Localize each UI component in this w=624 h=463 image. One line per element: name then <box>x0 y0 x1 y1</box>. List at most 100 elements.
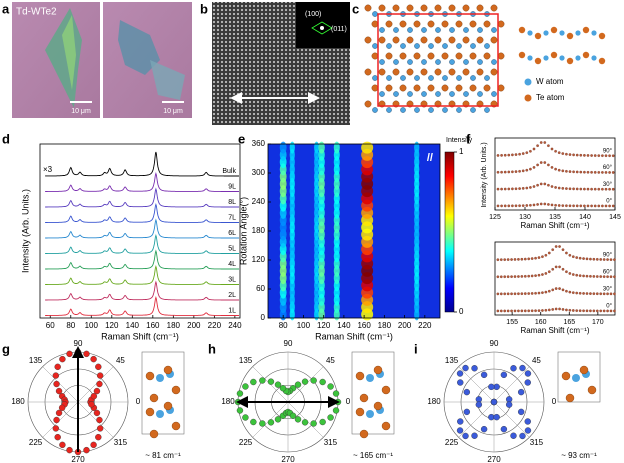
polar-point <box>457 418 464 425</box>
data-point <box>599 309 603 313</box>
polar-point <box>519 432 526 440</box>
polar-point <box>259 420 266 427</box>
data-point <box>496 258 500 262</box>
w-atom <box>575 30 581 36</box>
heatmap-bg <box>268 144 440 318</box>
data-point <box>568 308 572 312</box>
data-point <box>613 309 616 313</box>
w-atom <box>379 59 385 65</box>
data-point <box>558 307 561 311</box>
w-atom <box>456 107 462 113</box>
x-tick-label: 140 <box>337 321 351 330</box>
crystal-structure <box>364 4 606 113</box>
polar-point <box>517 388 525 396</box>
te-atom <box>441 20 449 28</box>
data-point <box>613 275 616 279</box>
polar-point <box>510 432 517 439</box>
data-point <box>507 187 511 191</box>
te-atom <box>476 68 484 76</box>
polar-tick-label: 90 <box>74 339 83 348</box>
y-tick-label: 300 <box>252 168 266 177</box>
data-point <box>496 154 500 157</box>
polar-point <box>83 350 90 358</box>
intensity-blob <box>279 141 287 154</box>
polar-tick-label: 180 <box>427 397 441 406</box>
data-point <box>500 154 503 157</box>
data-point <box>575 309 579 312</box>
polar-point <box>500 425 508 433</box>
panel-label: d <box>2 131 10 146</box>
data-point <box>602 258 606 261</box>
w-atom <box>156 410 164 418</box>
data-point <box>514 204 518 208</box>
te-atom <box>364 68 372 76</box>
te-atom <box>359 393 369 403</box>
data-point <box>561 187 565 190</box>
spectrum <box>45 280 239 301</box>
te-atom <box>385 20 393 28</box>
intensity-blob <box>414 141 420 154</box>
data-point <box>547 183 550 187</box>
y-tick-label: 60 <box>256 284 265 293</box>
data-point <box>537 309 541 312</box>
data-point <box>547 289 551 293</box>
w-atom <box>366 374 374 382</box>
icon-frame <box>351 351 395 435</box>
data-point <box>518 204 521 208</box>
te-atom <box>497 52 505 60</box>
te-atom <box>534 57 542 65</box>
x-tick-label: 120 <box>317 321 331 330</box>
data-point <box>565 204 568 208</box>
w-atom <box>491 27 497 33</box>
data-point <box>551 288 555 292</box>
te-atom <box>371 20 379 28</box>
polar-point <box>96 380 103 388</box>
data-point <box>534 274 537 277</box>
w-atom <box>484 75 490 81</box>
x-tick-label: 100 <box>85 321 99 330</box>
w-atom <box>379 27 385 33</box>
data-point <box>503 204 507 208</box>
w-atom <box>463 27 469 33</box>
polar-point <box>66 446 73 454</box>
data-point <box>590 154 593 157</box>
data-point <box>565 152 568 156</box>
layer-label: 7L <box>228 214 236 221</box>
data-point <box>550 166 554 169</box>
polar-point <box>259 377 266 384</box>
data-point <box>589 292 592 295</box>
polar-point <box>90 441 97 449</box>
spectrum <box>45 171 239 192</box>
data-point <box>597 187 601 191</box>
polar-point <box>471 365 478 372</box>
te-atom <box>385 52 393 60</box>
w-atom <box>407 27 413 33</box>
angle-label: 60° <box>603 270 613 276</box>
x-tick-label: 125 <box>489 214 501 221</box>
data-point <box>514 170 518 173</box>
w-atom <box>572 374 580 382</box>
data-point <box>583 154 586 157</box>
polar-point <box>524 370 532 377</box>
te-atom <box>406 4 414 12</box>
w-atom <box>428 75 434 81</box>
polar-point <box>488 383 495 391</box>
te-atom <box>392 68 400 76</box>
te-atom <box>406 36 414 44</box>
w-atom <box>379 91 385 97</box>
te-atom <box>355 407 365 417</box>
polar-point <box>95 433 102 441</box>
data-point <box>513 292 517 296</box>
polar-point <box>327 383 334 390</box>
data-point <box>539 161 543 164</box>
data-point <box>510 275 513 279</box>
data-point <box>503 309 507 313</box>
x-tick-label: 155 <box>506 319 518 326</box>
data-point <box>551 308 555 311</box>
te-atom <box>550 26 558 34</box>
data-point <box>541 291 544 295</box>
data-point <box>547 203 550 206</box>
polar-point <box>471 432 478 439</box>
data-point <box>513 309 517 313</box>
data-point <box>606 258 609 261</box>
